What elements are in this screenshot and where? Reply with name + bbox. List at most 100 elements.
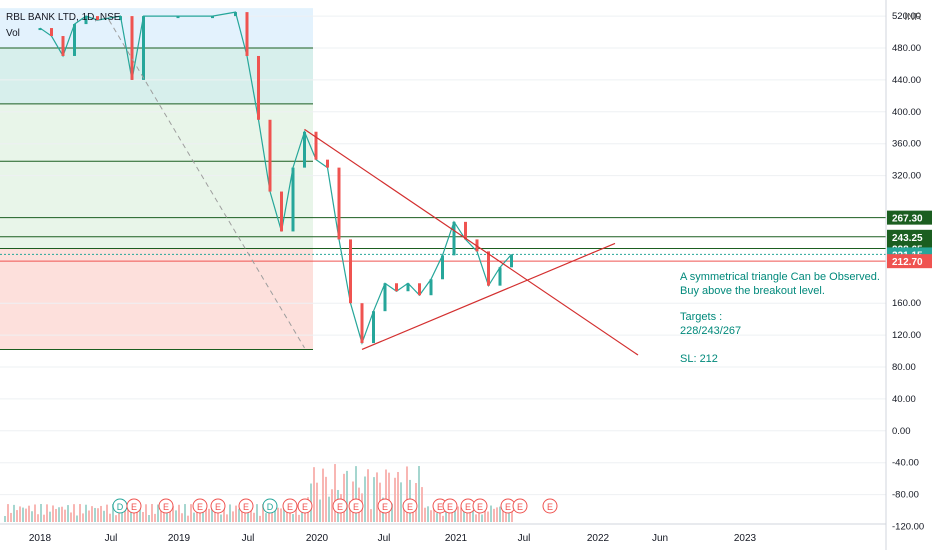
volume-bar-16 (52, 505, 54, 522)
volume-bar-18 (58, 507, 60, 522)
volume-bar-161 (487, 511, 489, 522)
volume-bar-5 (19, 506, 21, 522)
volume-bar-23 (73, 504, 75, 522)
volume-label: Vol (6, 28, 20, 39)
volume-bar-26 (82, 513, 84, 522)
volume-bar-98 (298, 514, 300, 522)
volume-bar-121 (367, 469, 369, 522)
fib-zones (0, 8, 313, 350)
time-tick-9: Jun (652, 533, 668, 544)
volume-bar-43 (133, 507, 135, 522)
time-tick-6: 2021 (445, 533, 468, 544)
volume-bar-143 (433, 504, 435, 522)
time-axis[interactable]: 2018 Jul 2019 Jul 2020 Jul 2021 Jul 2022 Jun 2023 (29, 533, 757, 544)
volume-bar-42 (130, 506, 132, 522)
time-tick-10: 2023 (734, 533, 757, 544)
price-candle-15 (280, 191, 283, 232)
price-candle-34 (498, 267, 502, 286)
volume-bar-97 (295, 504, 297, 522)
volume-bar-147 (445, 504, 447, 522)
volume-bar-85 (259, 515, 261, 522)
event-markers[interactable]: D E E E E E D E E E E E E E E E E E EE (112, 498, 558, 514)
volume-bar-163 (493, 508, 495, 522)
triangle-line-0 (304, 128, 639, 356)
event-marker-label-4: E (215, 502, 221, 512)
volume-bar-7 (25, 508, 27, 522)
volume-bar-77 (235, 505, 237, 522)
volume-bar-144 (436, 513, 438, 522)
volume-bar-146 (442, 515, 444, 522)
price-candle-18 (314, 131, 318, 160)
price-candle-6 (119, 16, 122, 21)
time-tick-3: Jul (242, 533, 255, 544)
horizontal-levels (0, 47, 886, 350)
price-tick-9: 40.00 (892, 394, 916, 405)
time-tick-7: Jul (518, 533, 531, 544)
annotation-targets-value: 228/243/267 (680, 325, 741, 337)
volume-bar-12 (40, 504, 42, 522)
annotation-line-1: A symmetrical triangle Can be Observed. (680, 271, 880, 283)
volume-bar-25 (79, 504, 81, 522)
volume-bar-37 (115, 515, 117, 522)
volume-bar-153 (463, 508, 465, 522)
price-candle-0 (38, 28, 42, 31)
fib-zone-3 (0, 217, 313, 249)
price-candle-8 (142, 16, 145, 80)
event-marker-label-2: E (163, 502, 169, 512)
price-candle-13 (257, 55, 260, 120)
volume-bar-15 (49, 511, 51, 522)
volume-bar-160 (484, 504, 486, 522)
volume-bar-159 (481, 514, 483, 522)
volume-bar-35 (109, 513, 111, 522)
price-candle-22 (360, 303, 364, 344)
trendlines[interactable] (108, 19, 639, 356)
volume-bar-68 (208, 508, 210, 522)
volume-bar-152 (460, 507, 462, 522)
price-candle-26 (406, 283, 410, 292)
volume-bar-72 (220, 514, 222, 522)
volume-bar-132 (400, 482, 402, 522)
time-tick-2: 2019 (168, 533, 191, 544)
volume-bar-120 (364, 476, 366, 522)
trade-annotation[interactable]: A symmetrical triangle Can be Observed. … (680, 271, 880, 365)
volume-bar-124 (376, 472, 378, 522)
price-candle-19 (326, 159, 329, 168)
volume-bar-129 (391, 503, 393, 522)
volume-bar-47 (145, 504, 147, 522)
time-tick-1: Jul (105, 533, 118, 544)
volume-bar-52 (160, 510, 162, 522)
volume-bar-21 (67, 505, 69, 522)
event-marker-12 (402, 498, 418, 514)
fib-zone-4 (0, 248, 313, 350)
price-tick-11: -40.00 (892, 458, 919, 469)
volume-bar-103 (313, 467, 315, 522)
volume-bar-64 (196, 505, 198, 522)
time-tick-8: 2022 (587, 533, 610, 544)
volume-bar-3 (13, 504, 15, 522)
fib-dash-line (108, 19, 305, 349)
price-tick-7: 120.00 (892, 330, 921, 341)
volume-bar-138 (418, 466, 420, 522)
price-candle-10 (211, 16, 214, 19)
event-marker-label-17: E (505, 502, 511, 512)
price-axis[interactable]: 520.00 480.00 440.00 400.00 360.00 320.00 160.… (892, 11, 924, 532)
event-marker-label-13: E (437, 502, 443, 512)
event-marker-label-1: E (131, 502, 137, 512)
volume-bar-108 (328, 496, 330, 522)
price-badge-bg-1 (887, 229, 932, 244)
volume-bar-162 (490, 505, 492, 522)
volume-bar-22 (70, 512, 72, 522)
volume-bar-91 (277, 507, 279, 522)
volume-bar-109 (331, 489, 333, 522)
volume-bar-31 (97, 508, 99, 522)
volume-bar-107 (325, 476, 327, 522)
price-candle-16 (291, 167, 295, 232)
volume-bar-149 (451, 504, 453, 522)
volume-bar-41 (127, 509, 129, 522)
price-candle-20 (337, 167, 341, 240)
volume-bar-55 (169, 507, 171, 522)
volume-bar-66 (202, 506, 204, 522)
volume-bar-49 (151, 504, 153, 522)
